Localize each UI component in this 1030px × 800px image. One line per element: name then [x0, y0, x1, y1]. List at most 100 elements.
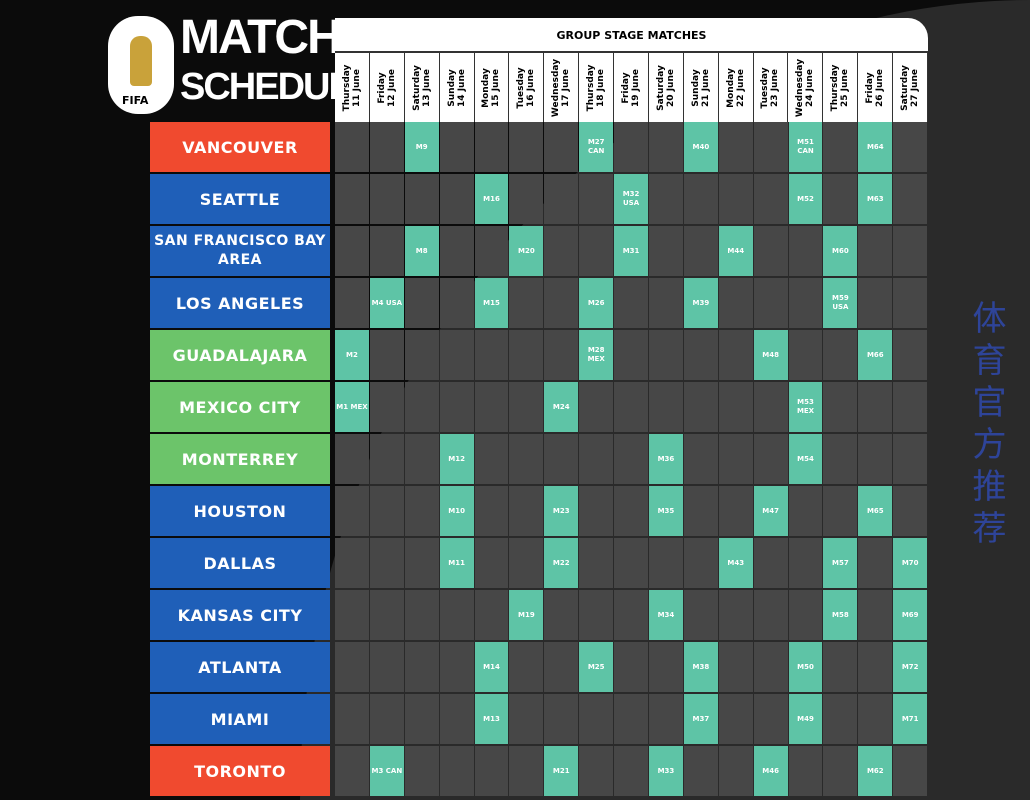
match-cell: M53 MEX: [788, 382, 823, 432]
match-cell: M33: [649, 746, 683, 796]
city-label: SEATTLE: [150, 174, 330, 224]
empty-cell: [788, 538, 823, 588]
date-label: Monday 15 June: [481, 68, 501, 108]
empty-cell: [753, 642, 788, 692]
date-header: Wednesday 17 June: [544, 53, 580, 122]
city-row: LOS ANGELES M4 USA M15 M26 M39 M59 USA: [150, 278, 928, 330]
city-row: KANSAS CITY M19 M34 M58 M69: [150, 590, 928, 642]
empty-cell: [544, 174, 579, 224]
empty-cell: [753, 122, 788, 172]
city-row: TORONTO M3 CAN M21 M33 M46 M62: [150, 746, 928, 798]
day: 24 June: [805, 68, 816, 107]
empty-cell: [788, 590, 823, 640]
empty-cell: [369, 122, 404, 172]
empty-cell: [474, 330, 509, 380]
empty-cell: [509, 434, 544, 484]
empty-cell: [823, 174, 858, 224]
date-header: Sunday 21 June: [684, 53, 719, 122]
empty-cell: [614, 538, 649, 588]
date-header: Tuesday 23 June: [754, 53, 789, 122]
empty-cell: [683, 174, 718, 224]
day: 15 June: [491, 68, 502, 107]
empty-cell: [579, 590, 614, 640]
empty-cell: [858, 642, 893, 692]
empty-cell: [858, 434, 893, 484]
empty-cell: [439, 122, 474, 172]
empty-cell: [649, 642, 683, 692]
empty-cell: [335, 590, 369, 640]
empty-cell: [858, 590, 893, 640]
empty-cell: [544, 434, 579, 484]
empty-cell: [369, 174, 404, 224]
empty-cell: [404, 278, 439, 328]
empty-cell: [404, 538, 439, 588]
weekday: Thursday: [341, 64, 352, 111]
empty-cell: [474, 746, 509, 796]
weekday: Tuesday: [760, 66, 771, 109]
city-row: VANCOUVER M9 M27 CAN M40 M51 CAN M64: [150, 122, 928, 174]
empty-cell: [614, 434, 649, 484]
match-cell: M36: [649, 434, 683, 484]
empty-cell: [439, 746, 474, 796]
empty-cell: [369, 434, 404, 484]
date-header: Saturday 13 June: [405, 53, 440, 122]
empty-cell: [614, 746, 649, 796]
empty-cell: [683, 226, 718, 276]
match-cell: M40: [683, 122, 718, 172]
empty-cell: [614, 642, 649, 692]
weekday: Friday: [865, 71, 876, 104]
header-title: GROUP STAGE MATCHES: [335, 18, 928, 53]
empty-cell: [509, 642, 544, 692]
empty-cell: [718, 746, 753, 796]
watermark: 体育官方推荐: [966, 300, 1006, 552]
day: 21 June: [700, 68, 711, 107]
empty-cell: [753, 434, 788, 484]
empty-cell: [683, 590, 718, 640]
weekday: Saturday: [411, 64, 422, 111]
fifa-2026-logo: FIFA MATCH SCHEDULE: [108, 14, 375, 116]
city-label: VANCOUVER: [150, 122, 330, 172]
empty-cell: [579, 174, 614, 224]
date-label: Friday 12 June: [377, 69, 397, 107]
match-cell: M9: [404, 122, 439, 172]
empty-cell: [788, 226, 823, 276]
empty-cell: [474, 226, 509, 276]
date-header: Friday 26 June: [858, 53, 893, 122]
empty-cell: [614, 122, 649, 172]
weekday: Wednesday: [795, 58, 806, 117]
empty-cell: [369, 330, 404, 380]
date-label: Wednesday 24 June: [795, 58, 815, 116]
weekday: Monday: [481, 67, 492, 108]
empty-cell: [683, 382, 718, 432]
city-row: SAN FRANCISCO BAY AREA M8 M20 M31 M44 M60: [150, 226, 928, 278]
empty-cell: [718, 382, 753, 432]
match-cell: M2: [335, 330, 369, 380]
empty-cell: [683, 746, 718, 796]
city-label: SAN FRANCISCO BAY AREA: [150, 226, 330, 276]
city-label: LOS ANGELES: [150, 278, 330, 328]
weekday: Thursday: [830, 64, 841, 111]
date-header: Friday 12 June: [370, 53, 405, 122]
city-label: MONTERREY: [150, 434, 330, 484]
date-header: Tuesday 16 June: [509, 53, 545, 122]
match-cell: M69: [893, 590, 928, 640]
empty-cell: [579, 226, 614, 276]
city-row: MONTERREY M12 M36 M54: [150, 434, 928, 486]
empty-cell: [335, 694, 369, 744]
match-cell: M35: [649, 486, 683, 536]
empty-cell: [369, 642, 404, 692]
empty-cell: [404, 746, 439, 796]
empty-cell: [335, 746, 369, 796]
empty-cell: [579, 382, 614, 432]
match-cell: M70: [893, 538, 928, 588]
day: 25 June: [840, 68, 851, 107]
match-cell: M27 CAN: [579, 122, 614, 172]
empty-cell: [335, 174, 369, 224]
day: 23 June: [770, 68, 781, 107]
city-label: TORONTO: [150, 746, 330, 796]
match-cell: M64: [858, 122, 893, 172]
empty-cell: [823, 122, 858, 172]
match-cell: M51 CAN: [788, 122, 823, 172]
city-row: ATLANTA M14 M25 M38 M50 M72: [150, 642, 928, 694]
empty-cell: [579, 694, 614, 744]
